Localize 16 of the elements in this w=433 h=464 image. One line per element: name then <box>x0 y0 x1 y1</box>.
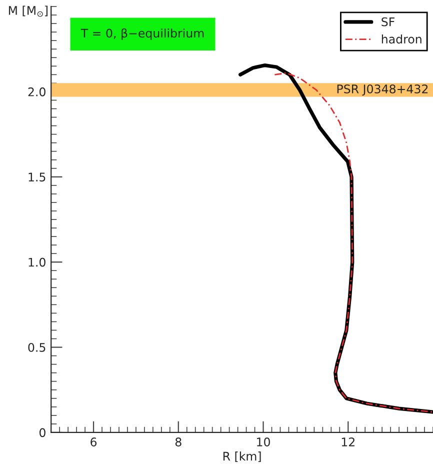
y-tick-label: 1.0 <box>28 258 46 267</box>
line-series <box>274 72 433 413</box>
x-tick-label: 6 <box>90 438 97 446</box>
x-tick-label: 8 <box>175 438 182 446</box>
x-tick-label: 10 <box>257 438 270 446</box>
x-axis-title: R [km] <box>223 452 261 462</box>
y-tick-label: 2.0 <box>28 87 46 96</box>
y-tick-label: 0 <box>40 428 46 438</box>
y-tick-label: 0.5 <box>28 342 46 352</box>
band-label: PSR J0348+432 <box>337 84 428 96</box>
legend-label: hadron <box>382 34 422 44</box>
annotation: T = 0, β−equilibrium <box>80 28 204 40</box>
y-axis-title: M [M$_{⊙}$] <box>8 6 48 17</box>
legend-label: SF <box>382 17 394 26</box>
y-tick-label: 1.5 <box>28 172 46 182</box>
x-tick-label: 12 <box>342 438 354 446</box>
